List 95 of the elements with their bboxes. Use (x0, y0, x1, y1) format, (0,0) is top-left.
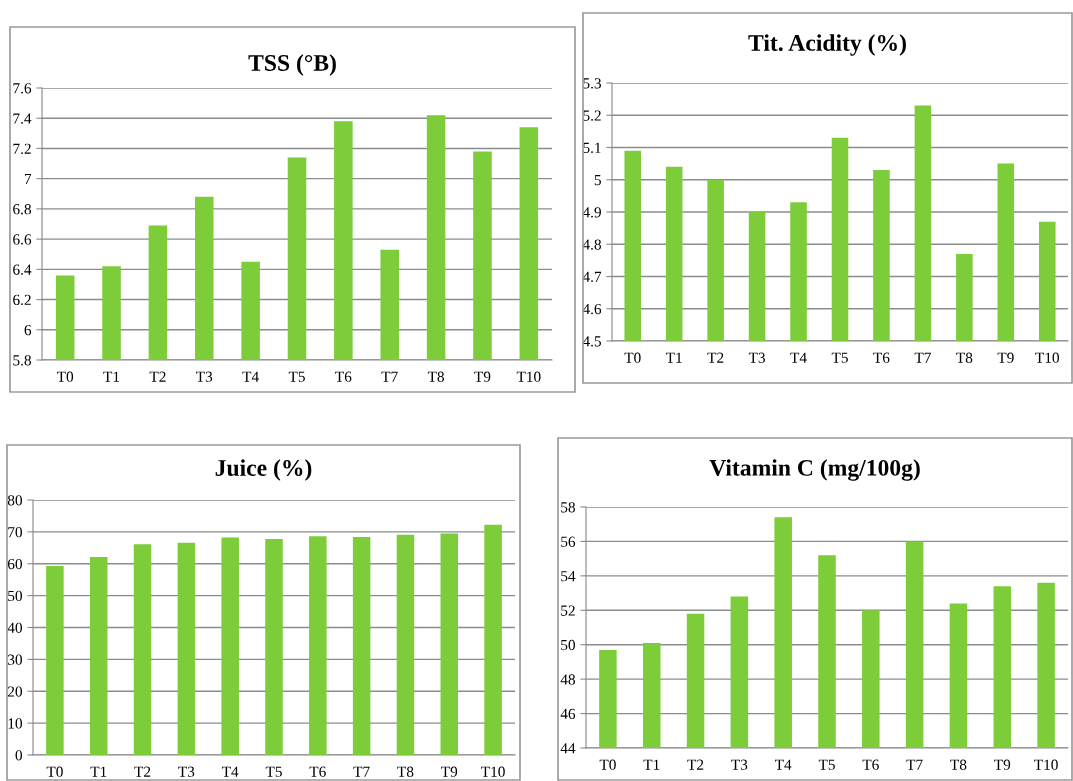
y-tick-label: 4.7 (582, 271, 602, 283)
y-tick-label: 52 (561, 605, 575, 616)
x-tick-label: T2 (149, 371, 166, 382)
y-tick-label: 46 (560, 708, 576, 720)
y-tick-label: 4.9 (582, 207, 601, 218)
x-tick-label: T4 (242, 371, 259, 382)
x-tick-label: T2 (134, 766, 151, 777)
x-tick-label: T7 (381, 371, 398, 382)
x-tick-label: T5 (265, 766, 282, 777)
x-tick-label: T1 (103, 371, 120, 382)
y-tick-label: 7.4 (13, 113, 32, 124)
x-tick-label: T5 (288, 371, 305, 382)
y-tick-label: 5 (594, 175, 601, 186)
bar (46, 565, 64, 755)
chart-title: Tit. Acidity (%) (748, 34, 906, 56)
y-tick-label: 4.8 (582, 239, 601, 250)
y-tick-label: 80 (7, 495, 22, 506)
chart-title: Juice (%) (215, 459, 312, 481)
x-tick-label: T9 (997, 352, 1014, 363)
x-tick-label: T7 (914, 352, 931, 363)
chart-title: Vitamin C (mg/100g) (709, 459, 920, 481)
x-tick-label: T7 (353, 766, 370, 777)
x-tick-label: T6 (873, 352, 890, 363)
y-tick-label: 50 (8, 590, 22, 602)
bar (396, 534, 415, 755)
bar (352, 536, 371, 755)
x-tick-label: T7 (906, 759, 923, 770)
x-tick-label: T10 (481, 766, 505, 777)
y-tick-label: 6.8 (13, 204, 31, 215)
y-tick-label: 30 (8, 654, 22, 665)
y-tick-label: 5.8 (13, 355, 31, 366)
bar (177, 542, 196, 755)
x-tick-label: T10 (516, 371, 541, 382)
bar (265, 538, 283, 755)
x-tick-label: T9 (994, 759, 1011, 770)
y-tick-label: 5.2 (583, 110, 601, 121)
y-tick-label: 6 (24, 324, 32, 336)
x-tick-label: T2 (687, 759, 704, 770)
x-tick-label: T9 (441, 766, 458, 777)
x-tick-label: T8 (956, 352, 973, 363)
x-tick-label: T6 (309, 766, 326, 777)
bar (309, 536, 327, 755)
x-tick-label: T0 (599, 759, 616, 770)
x-tick-label: T8 (427, 371, 444, 382)
y-tick-label: 7.2 (13, 143, 31, 154)
y-tick-label: 6.4 (13, 264, 32, 275)
x-tick-label: T0 (46, 766, 63, 777)
x-tick-label: T1 (665, 352, 682, 363)
x-tick-label: T10 (1034, 759, 1058, 770)
y-tick-label: 6.2 (13, 294, 31, 306)
y-tick-label: 56 (561, 536, 576, 547)
y-tick-label: 50 (561, 639, 575, 651)
y-tick-label: 5.1 (583, 142, 601, 154)
y-tick-label: 0 (15, 750, 22, 761)
chart-title: TSS (°B) (248, 54, 336, 76)
x-tick-label: T6 (335, 371, 352, 382)
x-tick-label: T4 (221, 766, 239, 777)
bar (89, 557, 108, 755)
y-tick-label: 7 (24, 173, 32, 184)
x-tick-label: T6 (862, 759, 879, 770)
x-tick-label: T8 (397, 766, 414, 777)
x-tick-label: T0 (624, 352, 641, 363)
x-tick-label: T0 (56, 371, 74, 382)
y-tick-label: 20 (7, 686, 22, 697)
y-tick-label: 48 (560, 674, 575, 685)
x-tick-label: T3 (178, 766, 195, 777)
y-tick-label: 6.6 (13, 234, 32, 245)
x-tick-label: T8 (950, 759, 967, 770)
x-tick-label: T1 (90, 766, 107, 777)
y-tick-label: 54 (561, 571, 576, 582)
bar (440, 533, 459, 755)
y-tick-label: 60 (7, 558, 22, 570)
x-tick-label: T10 (1035, 352, 1059, 363)
y-tick-label: 5.3 (583, 78, 601, 89)
x-tick-label: T4 (790, 352, 807, 363)
y-tick-label: 10 (8, 718, 22, 729)
bar (133, 544, 152, 755)
x-tick-label: T4 (774, 759, 792, 770)
y-tick-label: 44 (560, 743, 576, 754)
y-tick-label: 40 (7, 622, 22, 633)
x-tick-label: T9 (474, 371, 491, 382)
y-tick-label: 4.5 (582, 336, 601, 347)
x-tick-label: T2 (707, 352, 724, 363)
x-tick-label: T3 (748, 352, 765, 363)
bar (221, 537, 239, 755)
x-tick-label: T3 (196, 371, 213, 382)
x-tick-label: T5 (818, 759, 835, 770)
x-tick-label: T3 (731, 759, 748, 770)
bar (484, 524, 502, 755)
y-tick-label: 70 (8, 527, 22, 538)
y-tick-label: 58 (561, 502, 575, 513)
x-tick-label: T5 (831, 352, 848, 363)
x-tick-label: T1 (643, 759, 660, 770)
y-tick-label: 7.6 (13, 83, 32, 94)
y-tick-label: 4.6 (582, 303, 602, 315)
